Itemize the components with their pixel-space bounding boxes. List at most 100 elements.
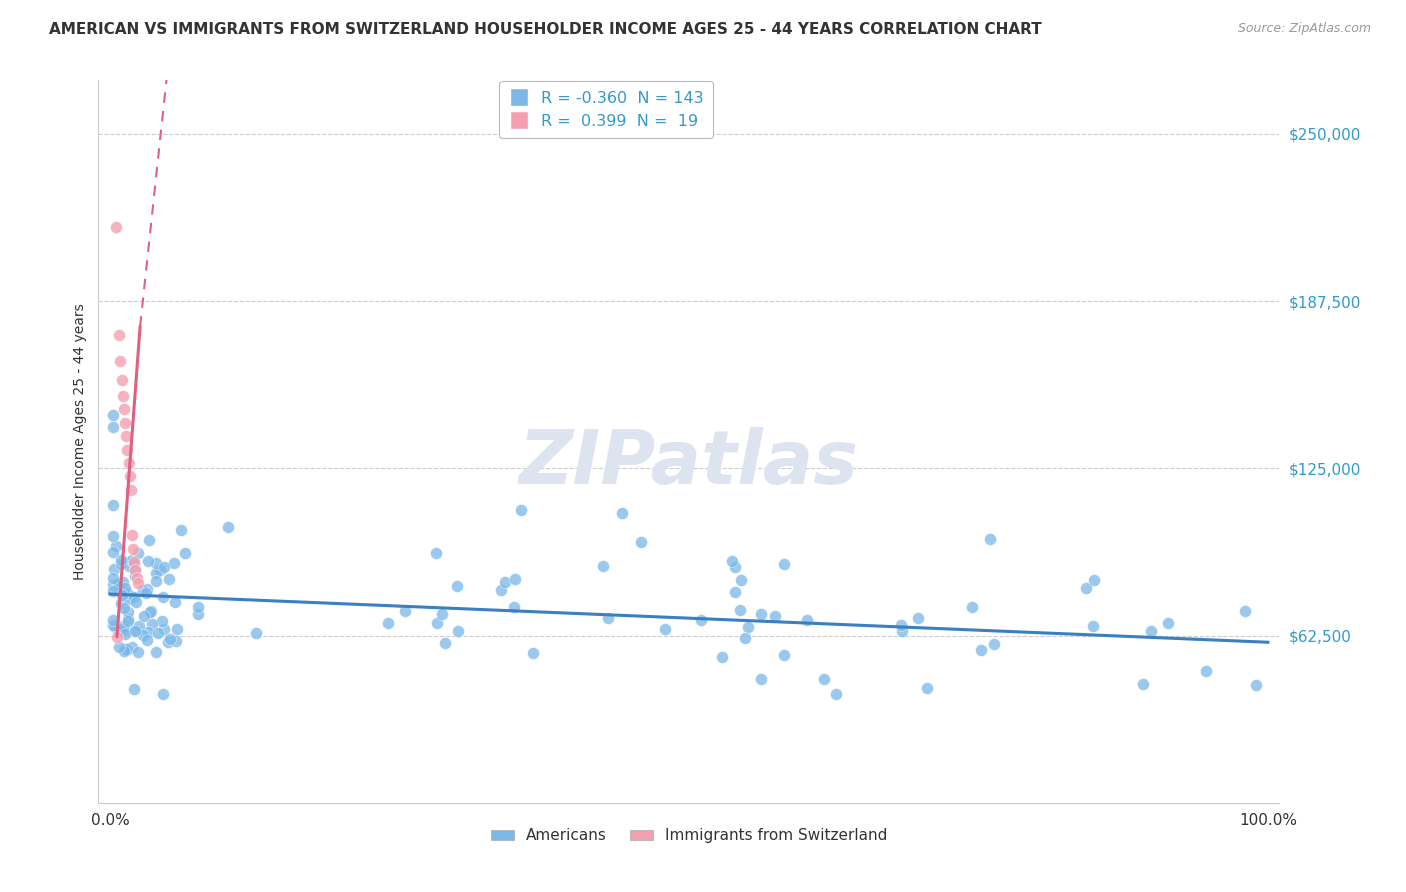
Point xyxy=(110,557,132,571)
Point xyxy=(430,607,453,621)
Point xyxy=(112,600,135,615)
Point xyxy=(107,623,129,637)
Point xyxy=(730,603,752,617)
Point xyxy=(103,420,125,434)
Point xyxy=(117,456,139,470)
Point xyxy=(1083,573,1105,587)
Point xyxy=(114,416,136,430)
Point xyxy=(118,589,141,603)
Point xyxy=(103,584,125,599)
Point xyxy=(121,640,143,654)
Point xyxy=(118,591,141,606)
Point xyxy=(522,646,544,660)
Point xyxy=(104,220,127,235)
Point xyxy=(117,614,139,628)
Point xyxy=(146,625,169,640)
Point xyxy=(115,641,138,656)
Point xyxy=(773,648,796,663)
Point xyxy=(890,618,912,632)
Point xyxy=(139,603,162,617)
Point xyxy=(114,555,136,569)
Point xyxy=(125,594,148,608)
Point xyxy=(132,628,155,642)
Point xyxy=(111,588,134,602)
Point xyxy=(103,578,125,592)
Point xyxy=(118,469,141,483)
Point xyxy=(1195,664,1218,678)
Point xyxy=(690,613,713,627)
Point xyxy=(105,630,128,644)
Point xyxy=(125,571,148,585)
Point xyxy=(121,553,143,567)
Point xyxy=(152,688,174,702)
Point xyxy=(825,687,848,701)
Point xyxy=(165,633,187,648)
Point xyxy=(124,563,146,577)
Point xyxy=(163,557,186,571)
Point xyxy=(711,650,734,665)
Point xyxy=(763,608,786,623)
Point xyxy=(136,624,159,639)
Point xyxy=(489,583,512,598)
Point xyxy=(377,615,399,630)
Point xyxy=(773,558,796,572)
Point xyxy=(111,619,134,633)
Point xyxy=(145,557,167,571)
Point xyxy=(108,327,131,342)
Point xyxy=(1140,624,1163,638)
Point xyxy=(103,562,125,576)
Point xyxy=(217,520,239,534)
Point xyxy=(153,622,176,636)
Point xyxy=(145,566,167,580)
Point xyxy=(1083,618,1105,632)
Legend: Americans, Immigrants from Switzerland: Americans, Immigrants from Switzerland xyxy=(485,822,893,849)
Point xyxy=(103,498,125,512)
Point xyxy=(630,534,652,549)
Point xyxy=(117,605,139,619)
Point xyxy=(122,591,145,605)
Point xyxy=(724,585,747,599)
Point xyxy=(112,644,135,658)
Point xyxy=(509,503,531,517)
Point xyxy=(104,620,127,634)
Point xyxy=(118,558,141,573)
Point xyxy=(111,389,134,403)
Point xyxy=(114,581,136,595)
Point xyxy=(107,576,129,591)
Point xyxy=(121,528,143,542)
Point xyxy=(447,624,470,638)
Point xyxy=(592,559,614,574)
Point xyxy=(156,635,179,649)
Point xyxy=(122,541,145,556)
Point xyxy=(163,595,186,609)
Point xyxy=(141,616,163,631)
Point xyxy=(654,622,676,636)
Point xyxy=(138,606,160,620)
Point xyxy=(110,553,132,567)
Point xyxy=(610,506,633,520)
Point xyxy=(124,624,146,638)
Point xyxy=(494,574,516,589)
Point xyxy=(174,546,197,560)
Point xyxy=(813,673,835,687)
Point xyxy=(796,613,818,627)
Point xyxy=(105,539,128,553)
Point xyxy=(103,571,125,585)
Point xyxy=(1233,604,1256,618)
Point xyxy=(107,576,129,591)
Point xyxy=(1157,616,1180,631)
Point xyxy=(983,637,1005,651)
Point xyxy=(124,569,146,583)
Point xyxy=(159,632,181,646)
Point xyxy=(111,574,134,589)
Point xyxy=(960,599,983,614)
Text: ZIPatlas: ZIPatlas xyxy=(519,426,859,500)
Point xyxy=(1246,678,1268,692)
Point xyxy=(114,642,136,657)
Point xyxy=(128,619,150,633)
Point xyxy=(103,618,125,632)
Point xyxy=(187,607,209,621)
Point xyxy=(150,615,173,629)
Point xyxy=(737,619,759,633)
Point xyxy=(979,533,1001,547)
